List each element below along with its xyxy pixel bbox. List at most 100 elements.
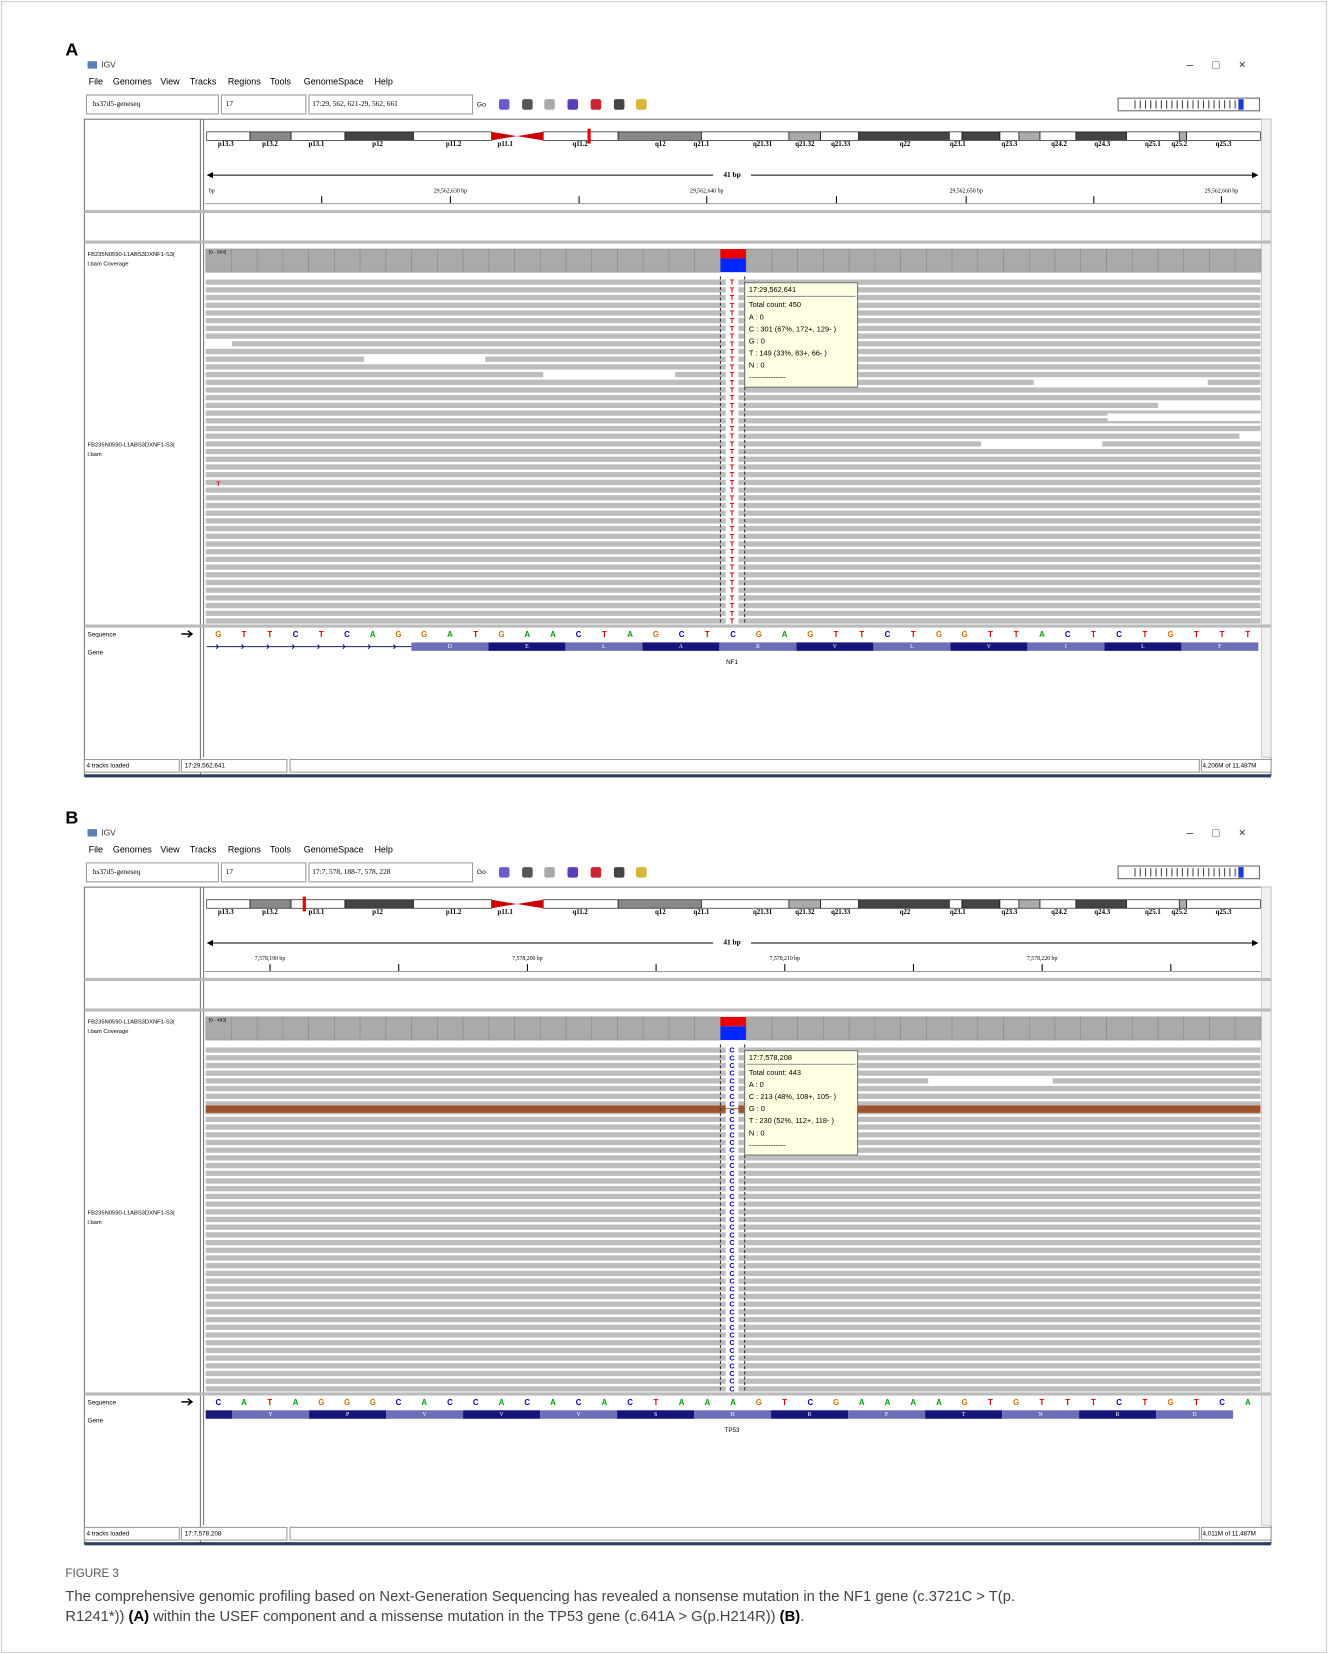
- toolbar-icon[interactable]: [522, 99, 533, 110]
- menu-item[interactable]: Genomes: [113, 845, 152, 855]
- track-name: Gene: [88, 650, 104, 657]
- cytoband-label: q21.31: [753, 909, 773, 916]
- amino-acid: P: [346, 1412, 349, 1418]
- sequence-base: T: [242, 630, 247, 639]
- chromosome-box[interactable]: [222, 863, 306, 882]
- menu-item[interactable]: View: [160, 845, 180, 855]
- variant-base: C: [729, 1384, 735, 1393]
- toolbar-icon[interactable]: [522, 867, 533, 878]
- toolbar-icon[interactable]: [636, 867, 647, 878]
- coverage-range: [0 - 504]: [209, 249, 226, 255]
- go-button[interactable]: Go: [477, 101, 486, 108]
- toolbar-icon[interactable]: [499, 867, 510, 878]
- coverage-bar: [386, 1017, 412, 1040]
- toolbar-icon[interactable]: [544, 99, 555, 110]
- sequence-base: C: [885, 630, 891, 639]
- zoom-widget[interactable]: [1118, 98, 1259, 111]
- toolbar-icon[interactable]: [499, 99, 510, 110]
- cytoband-label: q25.3: [1216, 909, 1232, 916]
- menu-item[interactable]: GenomeSpace: [304, 77, 364, 87]
- genome-select: hs37d5-geneseq: [93, 99, 141, 108]
- status-box: [290, 1527, 1199, 1540]
- menu-item[interactable]: GenomeSpace: [304, 845, 364, 855]
- mismatch: T: [216, 481, 220, 488]
- sequence-base: G: [756, 1398, 762, 1407]
- coverage-bar: [695, 1017, 721, 1040]
- menu-item[interactable]: Help: [374, 77, 392, 87]
- menu-item[interactable]: Tracks: [190, 77, 217, 87]
- sequence-base: C: [396, 1398, 402, 1407]
- menu-item[interactable]: Tools: [270, 77, 291, 87]
- menu-item[interactable]: Tracks: [190, 845, 217, 855]
- sequence-base: A: [730, 1398, 736, 1407]
- coverage-bar: [1081, 1017, 1107, 1040]
- sequence-base: A: [885, 1398, 891, 1407]
- menu-item[interactable]: View: [160, 77, 180, 87]
- zoom-widget[interactable]: [1118, 866, 1259, 879]
- sequence-base: T: [988, 630, 993, 639]
- gene-name: TP53: [724, 1427, 740, 1434]
- coverage-bar: [1029, 1017, 1055, 1040]
- sequence-base: C: [344, 630, 350, 639]
- cytoband-label: p13.3: [218, 909, 234, 916]
- track-name: Sequence: [88, 1400, 117, 1407]
- toolbar-icon[interactable]: [567, 99, 578, 110]
- coverage-bar: [772, 1017, 798, 1040]
- toolbar-icon[interactable]: [614, 867, 625, 878]
- menu-item[interactable]: Regions: [228, 845, 261, 855]
- cytoband: [1019, 132, 1040, 140]
- track-name: l.bam: [88, 452, 102, 458]
- toolbar-icon[interactable]: [636, 99, 647, 110]
- panel-label: B: [65, 807, 78, 827]
- sequence-base: A: [602, 1398, 608, 1407]
- cytoband-label: q23.3: [1002, 141, 1018, 148]
- popup-line: ---------------: [749, 1140, 786, 1149]
- track-name: FB235N0590-L1ABS3DXNF1-S3(: [88, 1020, 175, 1026]
- sequence-base: C: [807, 1398, 813, 1407]
- coverage-bar: [283, 1017, 309, 1040]
- ruler-label: 7,578,200 bp: [512, 956, 543, 962]
- sequence-base: A: [293, 1398, 299, 1407]
- cytoband-label: q21.33: [831, 909, 851, 916]
- coverage-bar: [952, 1017, 978, 1040]
- toolbar-icon[interactable]: [614, 99, 625, 110]
- coverage-bar: [1106, 1017, 1132, 1040]
- menu-item[interactable]: Help: [374, 845, 392, 855]
- sequence-base: T: [911, 630, 916, 639]
- exon: [206, 1410, 232, 1418]
- menu-item[interactable]: Genomes: [113, 77, 152, 87]
- sequence-base: T: [1040, 1398, 1045, 1407]
- menu-item[interactable]: Tools: [270, 845, 291, 855]
- popup-line: G : 0: [749, 336, 765, 345]
- sequence-base: T: [1142, 630, 1147, 639]
- toolbar-icon[interactable]: [591, 99, 602, 110]
- toolbar-icon[interactable]: [567, 867, 578, 878]
- cytoband-label: p12: [372, 141, 383, 148]
- coverage-bar: [901, 249, 927, 272]
- menu-item[interactable]: File: [89, 845, 103, 855]
- cytoband-label: q21.33: [831, 141, 851, 148]
- coverage-bar: [1055, 1017, 1081, 1040]
- go-button[interactable]: Go: [477, 869, 486, 876]
- sequence-base: G: [807, 630, 813, 639]
- coverage-bar: [515, 249, 541, 272]
- toolbar-icon[interactable]: [591, 867, 602, 878]
- sequence-base: T: [782, 1398, 787, 1407]
- status-text: 4 tracks loaded: [86, 762, 129, 769]
- coverage-bar: [1158, 249, 1184, 272]
- window-controls: – □ ×: [1187, 826, 1246, 839]
- panel-sep: [84, 1392, 1271, 1395]
- cytoband: [1000, 900, 1019, 908]
- toolbar-icon[interactable]: [544, 867, 555, 878]
- locus-input: 17:29, 562, 621-29, 562, 661: [312, 99, 398, 108]
- panel-sep: [84, 241, 1271, 244]
- cytoband-label: q21.1: [694, 141, 710, 148]
- coverage-bar: [875, 249, 901, 272]
- menu-item[interactable]: Regions: [228, 77, 261, 87]
- cytoband-label: p13.1: [309, 909, 325, 916]
- coverage-bar-variant: [720, 249, 746, 258]
- menu-item[interactable]: File: [89, 77, 103, 87]
- coverage-bar: [978, 249, 1004, 272]
- coverage-bar: [540, 1017, 566, 1040]
- chromosome-box[interactable]: [222, 95, 306, 114]
